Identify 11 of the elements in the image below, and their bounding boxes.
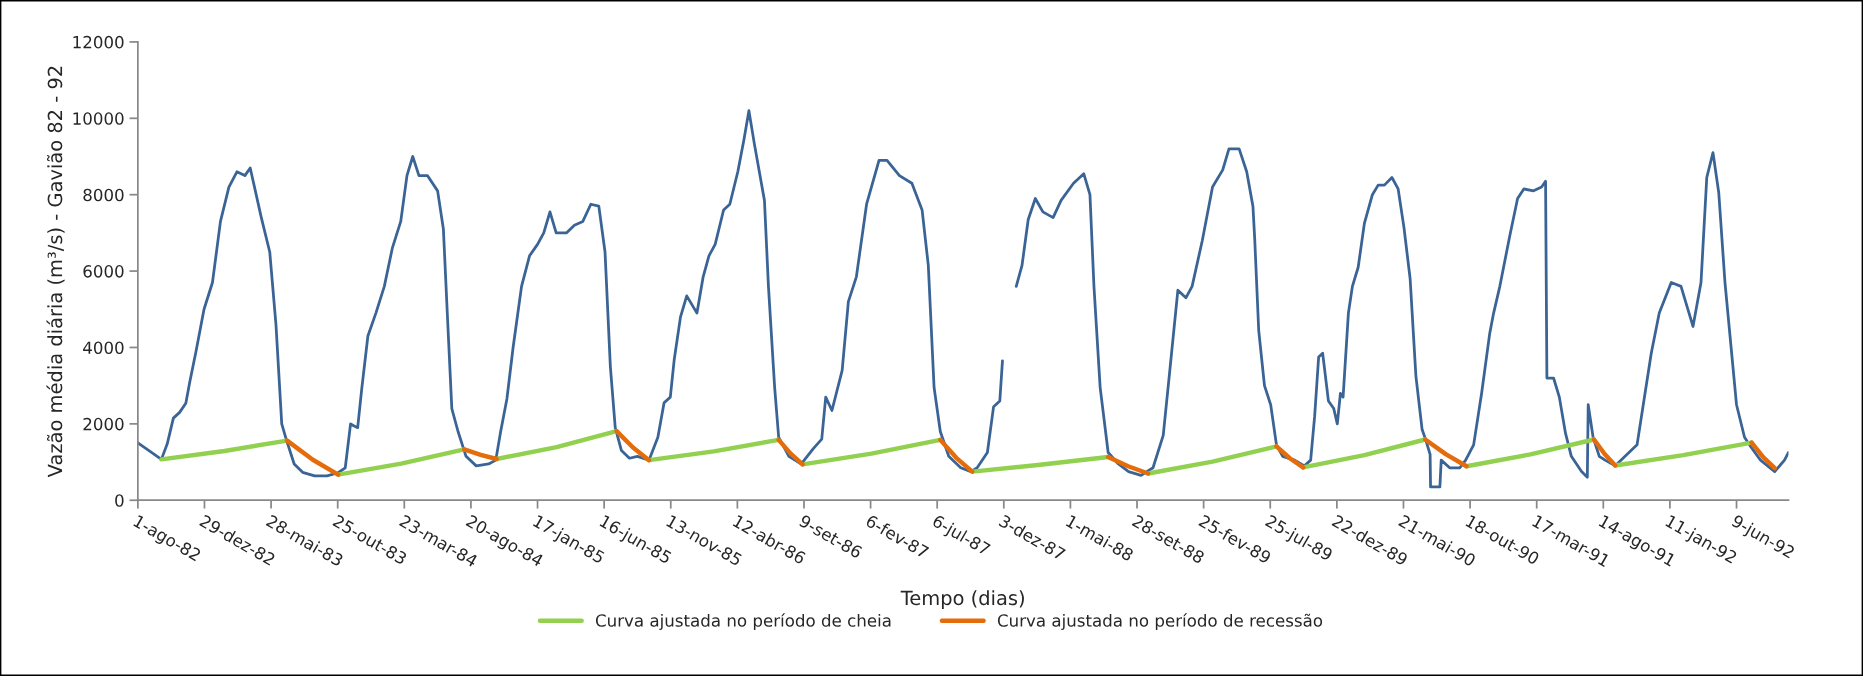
y-tick-label: 2000	[83, 417, 124, 431]
y-tick-label: 0	[115, 494, 124, 507]
y-axis-title: Vazão média diária (m³/s) - Gavião 82 - 92	[46, 66, 65, 478]
y-tick-label: 6000	[83, 265, 124, 278]
y-tick-label: 8000	[83, 188, 124, 202]
y-tick-label: 12000	[73, 35, 124, 49]
legend-label: Curva ajustada no período de cheia	[595, 613, 891, 631]
legend-label: Curva ajustada no período de recessão	[997, 613, 1323, 631]
x-axis-title: Tempo (dias)	[900, 590, 1024, 610]
y-tick-label: 4000	[83, 341, 124, 355]
y-tick-label: 10000	[73, 112, 124, 125]
